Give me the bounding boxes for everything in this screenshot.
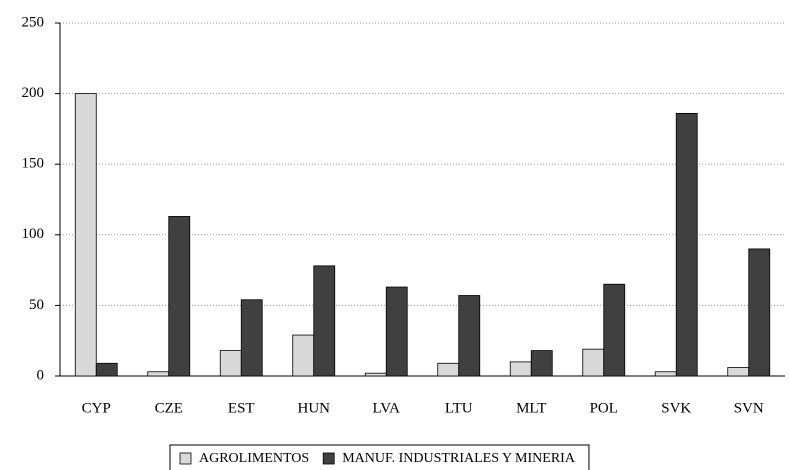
bar <box>530 350 553 377</box>
bar <box>437 362 460 377</box>
bar <box>95 362 118 377</box>
y-tick-label: 50 <box>29 297 44 313</box>
legend-label: AGROLIMENTOS <box>199 451 309 466</box>
x-tick-label: SVN <box>734 400 764 416</box>
x-tick-label: EST <box>228 400 255 416</box>
x-tick-label: MLT <box>516 400 546 416</box>
bar <box>603 283 626 377</box>
bar <box>385 286 408 377</box>
x-tick-label: CZE <box>155 400 183 416</box>
x-tick-label: SVK <box>661 400 691 416</box>
bar <box>654 371 677 377</box>
x-tick-label: CYP <box>82 400 111 416</box>
y-tick-label: 150 <box>22 156 45 172</box>
bar <box>147 371 170 377</box>
bar <box>74 93 97 377</box>
bar <box>313 265 336 377</box>
y-tick-label: 0 <box>37 367 45 383</box>
bar <box>219 350 242 377</box>
bar <box>748 248 771 377</box>
bar <box>292 334 315 377</box>
bar <box>509 361 532 377</box>
x-tick-label: POL <box>590 400 618 416</box>
legend-swatch <box>179 452 192 465</box>
bar <box>675 112 698 377</box>
bar <box>168 216 191 377</box>
bar <box>240 299 263 377</box>
legend-box <box>169 444 590 470</box>
y-tick-label: 250 <box>22 14 45 30</box>
x-tick-label: LVA <box>372 400 400 416</box>
x-tick-label: HUN <box>298 400 331 416</box>
bar <box>458 295 481 377</box>
bar <box>727 367 750 377</box>
bar <box>364 372 387 377</box>
bar <box>582 348 605 377</box>
legend: AGROLIMENTOS MANUF. INDUSTRIALES Y MINERI… <box>169 444 590 470</box>
x-tick-label: LTU <box>445 400 473 416</box>
legend-label: MANUF. INDUSTRIALES Y MINERIA <box>342 451 576 466</box>
y-tick-label: 200 <box>22 85 45 101</box>
y-tick-label: 100 <box>22 226 45 242</box>
legend-swatch <box>322 452 335 465</box>
